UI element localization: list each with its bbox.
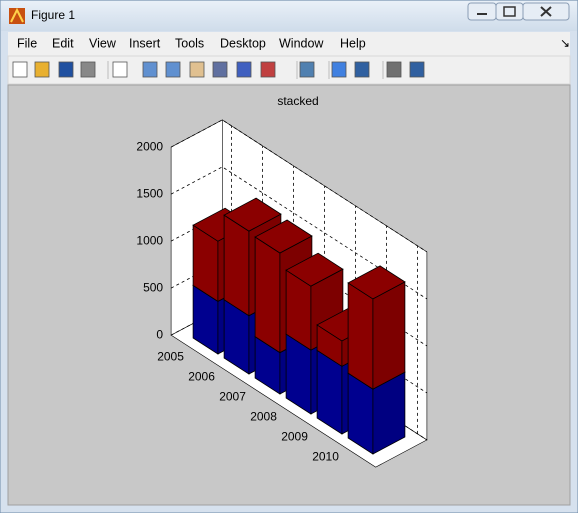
x-tick-label: 2008 [250,409,277,423]
y-tick-label: 500 [143,280,163,294]
menu-item[interactable]: Desktop [220,36,266,50]
chart-title: stacked [277,94,318,108]
maximize-glyph [503,6,516,17]
y-tick-label: 2000 [136,139,163,153]
app-icon-glyph [10,7,24,23]
window-title: Figure 1 [31,8,75,22]
menu-item[interactable]: File [17,36,37,50]
toolbar-button[interactable] [331,61,347,78]
menu-item[interactable]: Tools [175,36,204,50]
maximize-button[interactable] [495,2,524,21]
toolbar-button[interactable] [112,61,128,78]
menu-item[interactable]: Edit [52,36,74,50]
toolbar-button[interactable] [212,61,228,78]
x-tick-label: 2010 [312,449,339,463]
bar-front [223,214,250,317]
menu-item[interactable]: View [89,36,117,50]
y-tick-label: 1000 [136,233,163,247]
menu-bar [8,32,570,56]
toolbar-button[interactable] [165,61,181,78]
bar-top [347,265,406,300]
menu-dock-arrow[interactable]: ↘ [560,36,570,50]
grid-line [170,166,428,300]
toolbar-button[interactable] [236,61,252,78]
x-tick-label: 2005 [157,349,184,363]
toolbar [7,55,571,85]
bar-top [254,219,313,254]
bar-segment [347,265,406,390]
toolbar-button[interactable] [34,61,50,78]
toolbar-button[interactable] [354,61,370,78]
toolbar-button[interactable] [409,61,425,78]
y-tick-label: 0 [156,327,163,341]
x-tick-label: 2009 [281,429,308,443]
toolbar-button[interactable] [142,61,158,78]
bar-side [372,281,406,390]
grid-line [170,213,428,347]
grid-line [170,119,428,253]
bar-top [223,197,282,232]
toolbar-button[interactable] [12,61,28,78]
grid-line [170,307,428,441]
toolbar-button[interactable] [58,61,74,78]
toolbar-button[interactable] [189,61,205,78]
bar-front [254,236,281,354]
bar-front [347,282,374,390]
close-glyph [540,6,552,17]
menu-item[interactable]: Help [340,36,366,50]
toolbar-button[interactable] [80,61,96,78]
toolbar-button[interactable] [386,61,402,78]
grid-line [170,260,428,394]
menu-item[interactable]: Window [279,36,324,50]
x-tick-label: 2006 [188,369,215,383]
minimize-button[interactable] [467,2,497,21]
menu-item[interactable]: Insert [129,36,161,50]
y-tick-label: 1500 [136,186,163,200]
toolbar-button[interactable] [260,61,276,78]
toolbar-button[interactable] [299,61,315,78]
bar-top [285,252,344,287]
x-tick-label: 2007 [219,389,246,403]
window-buttons [467,2,570,21]
plot: stacked 0 500 1000 1500 2000 2005 2006 2007 2008 2… [136,94,428,468]
